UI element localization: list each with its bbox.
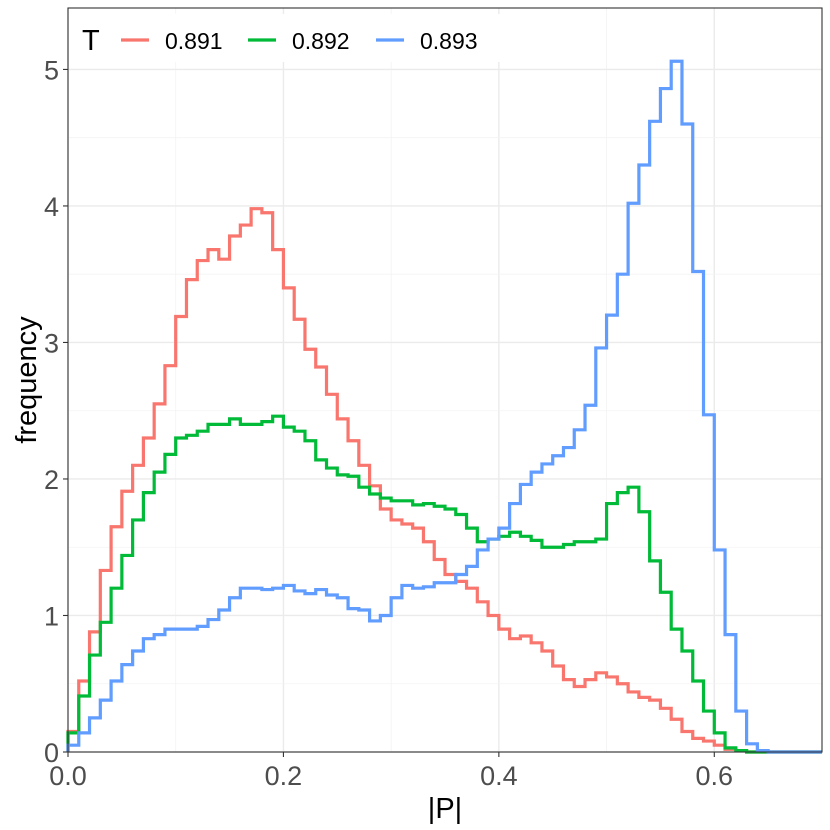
legend-label-0.891: 0.891 [165, 28, 223, 54]
series-line-0.891 [66, 207, 822, 754]
x-tick-label: 0.0 [49, 761, 87, 791]
x-tick-label: 0.2 [265, 761, 303, 791]
axis-ticks: 0.0 0.2 0.4 0.6 0 1 2 3 4 5 [44, 55, 733, 791]
series-group [66, 59, 822, 754]
x-tick-label: 0.4 [480, 761, 518, 791]
legend-background [74, 14, 504, 62]
legend-label-0.892: 0.892 [292, 28, 350, 54]
legend-label-0.893: 0.893 [420, 28, 478, 54]
legend-title: T [82, 25, 100, 57]
series-line-0.892 [66, 414, 822, 754]
x-axis-title: |P| [428, 793, 462, 825]
legend: T 0.891 0.892 0.893 [74, 14, 504, 62]
y-tick-label: 2 [44, 465, 59, 495]
y-tick-label: 5 [44, 55, 59, 85]
y-tick-label: 3 [44, 328, 59, 358]
y-axis-title: frequency [11, 316, 43, 444]
x-tick-label: 0.6 [696, 761, 734, 791]
panel-border [67, 7, 823, 753]
legend-items: 0.891 0.892 0.893 [121, 28, 478, 54]
y-tick-label: 1 [44, 601, 59, 631]
y-tick-label: 4 [44, 192, 59, 222]
series-line-0.893 [66, 59, 822, 754]
y-tick-label: 0 [44, 738, 59, 768]
